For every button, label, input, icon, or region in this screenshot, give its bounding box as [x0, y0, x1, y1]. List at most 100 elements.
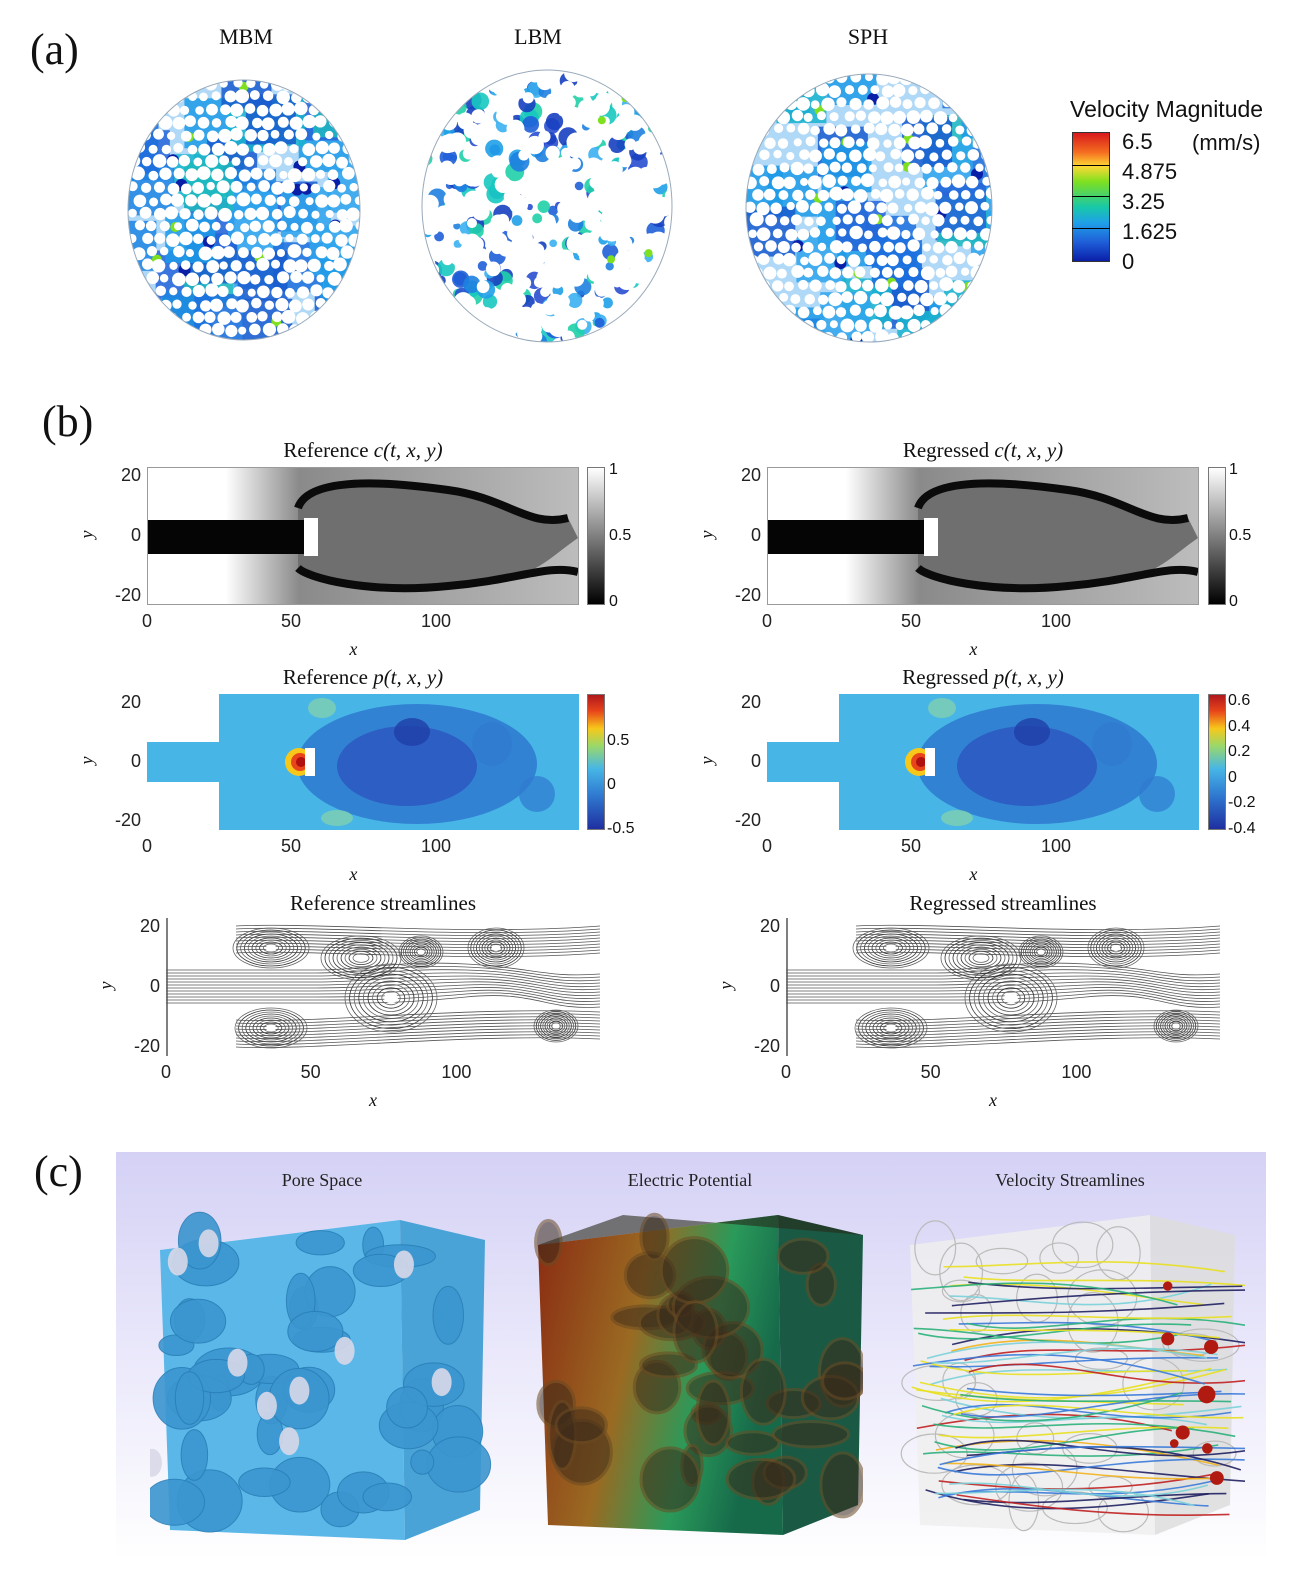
velocity-streamline	[949, 1482, 1209, 1497]
vortex-streamline	[249, 1015, 294, 1041]
vortex-streamline	[964, 948, 998, 968]
streamline	[855, 1010, 1220, 1021]
vortex-streamline	[241, 1011, 301, 1045]
grain	[204, 311, 216, 323]
grain	[224, 90, 237, 103]
method-label-mbm: MBM	[219, 24, 273, 49]
grain	[786, 123, 796, 133]
grain	[902, 99, 913, 110]
vortex-streamline	[263, 1023, 279, 1033]
grain	[644, 293, 659, 308]
grain	[271, 181, 285, 195]
velocity-streamline	[963, 1492, 1227, 1504]
grain	[348, 312, 360, 326]
shear-layer-bottom	[295, 564, 578, 593]
grain	[422, 136, 428, 152]
grain	[823, 148, 835, 160]
grain	[929, 281, 939, 291]
grain	[257, 311, 268, 322]
grain	[925, 331, 940, 342]
grain	[152, 154, 167, 168]
grain	[170, 193, 184, 207]
disk-outline	[421, 69, 673, 343]
pore-cavity	[695, 1379, 731, 1447]
grain	[752, 163, 765, 176]
grain	[647, 320, 661, 334]
grain	[302, 90, 316, 104]
grain	[159, 221, 170, 232]
grain	[888, 175, 902, 189]
grain	[773, 149, 782, 159]
grain	[893, 267, 905, 278]
grain	[301, 168, 316, 182]
pore-throat	[133, 276, 144, 287]
grain	[542, 216, 557, 231]
pore-throat	[620, 84, 630, 94]
grain	[457, 112, 474, 129]
grain	[961, 136, 972, 146]
grain	[230, 231, 245, 245]
grain	[809, 149, 822, 163]
grain	[335, 101, 349, 116]
grain	[915, 149, 925, 160]
grain	[277, 220, 287, 231]
grain	[281, 179, 295, 194]
grain	[425, 73, 438, 85]
grain	[166, 233, 180, 247]
vortex-streamline	[255, 939, 287, 957]
grain	[529, 322, 542, 335]
grain	[165, 80, 180, 90]
grain	[784, 332, 796, 342]
grain	[355, 301, 360, 310]
pore-throat	[329, 300, 340, 311]
grain	[422, 262, 430, 281]
grain	[955, 332, 967, 342]
grain	[883, 162, 894, 173]
grain	[166, 131, 176, 141]
plot-title-s-reg: Regressed streamlines	[909, 891, 1097, 915]
pore-outline	[995, 1462, 1064, 1512]
grain	[508, 135, 523, 150]
grain	[172, 272, 186, 287]
vortex-streamline	[259, 1021, 283, 1035]
grain	[252, 117, 263, 129]
grain	[823, 74, 835, 84]
grain	[902, 177, 911, 186]
pore-outline	[900, 1433, 968, 1474]
grain	[145, 220, 157, 232]
vortex-streamline	[883, 1023, 899, 1033]
grain	[975, 163, 984, 172]
vortex-eye	[1172, 1023, 1180, 1029]
streamline	[235, 936, 600, 943]
grain	[857, 85, 868, 95]
grain	[783, 176, 796, 190]
pore-outline	[975, 1247, 1029, 1275]
grain	[298, 157, 308, 167]
grain	[973, 318, 983, 329]
grain	[797, 228, 810, 241]
grain	[777, 240, 790, 254]
grain	[336, 156, 348, 169]
grain	[934, 162, 945, 173]
grain	[926, 122, 939, 135]
grain	[960, 189, 971, 200]
grain	[966, 175, 979, 189]
grain	[209, 298, 223, 312]
streamline	[855, 930, 1220, 937]
grain	[466, 218, 478, 229]
y-tick-label: 0	[130, 751, 141, 771]
pore-throat	[602, 243, 619, 261]
grain	[850, 124, 861, 134]
grain	[875, 123, 888, 136]
vortex-streamline	[1027, 941, 1055, 963]
grain	[626, 114, 643, 131]
grain	[197, 193, 212, 208]
streamline	[855, 939, 1220, 946]
grain	[930, 230, 939, 239]
streamline	[786, 972, 1220, 985]
grain	[289, 144, 299, 154]
vortex-streamline	[413, 946, 428, 958]
grain	[192, 80, 205, 90]
grain	[640, 83, 656, 99]
void	[150, 1448, 162, 1477]
